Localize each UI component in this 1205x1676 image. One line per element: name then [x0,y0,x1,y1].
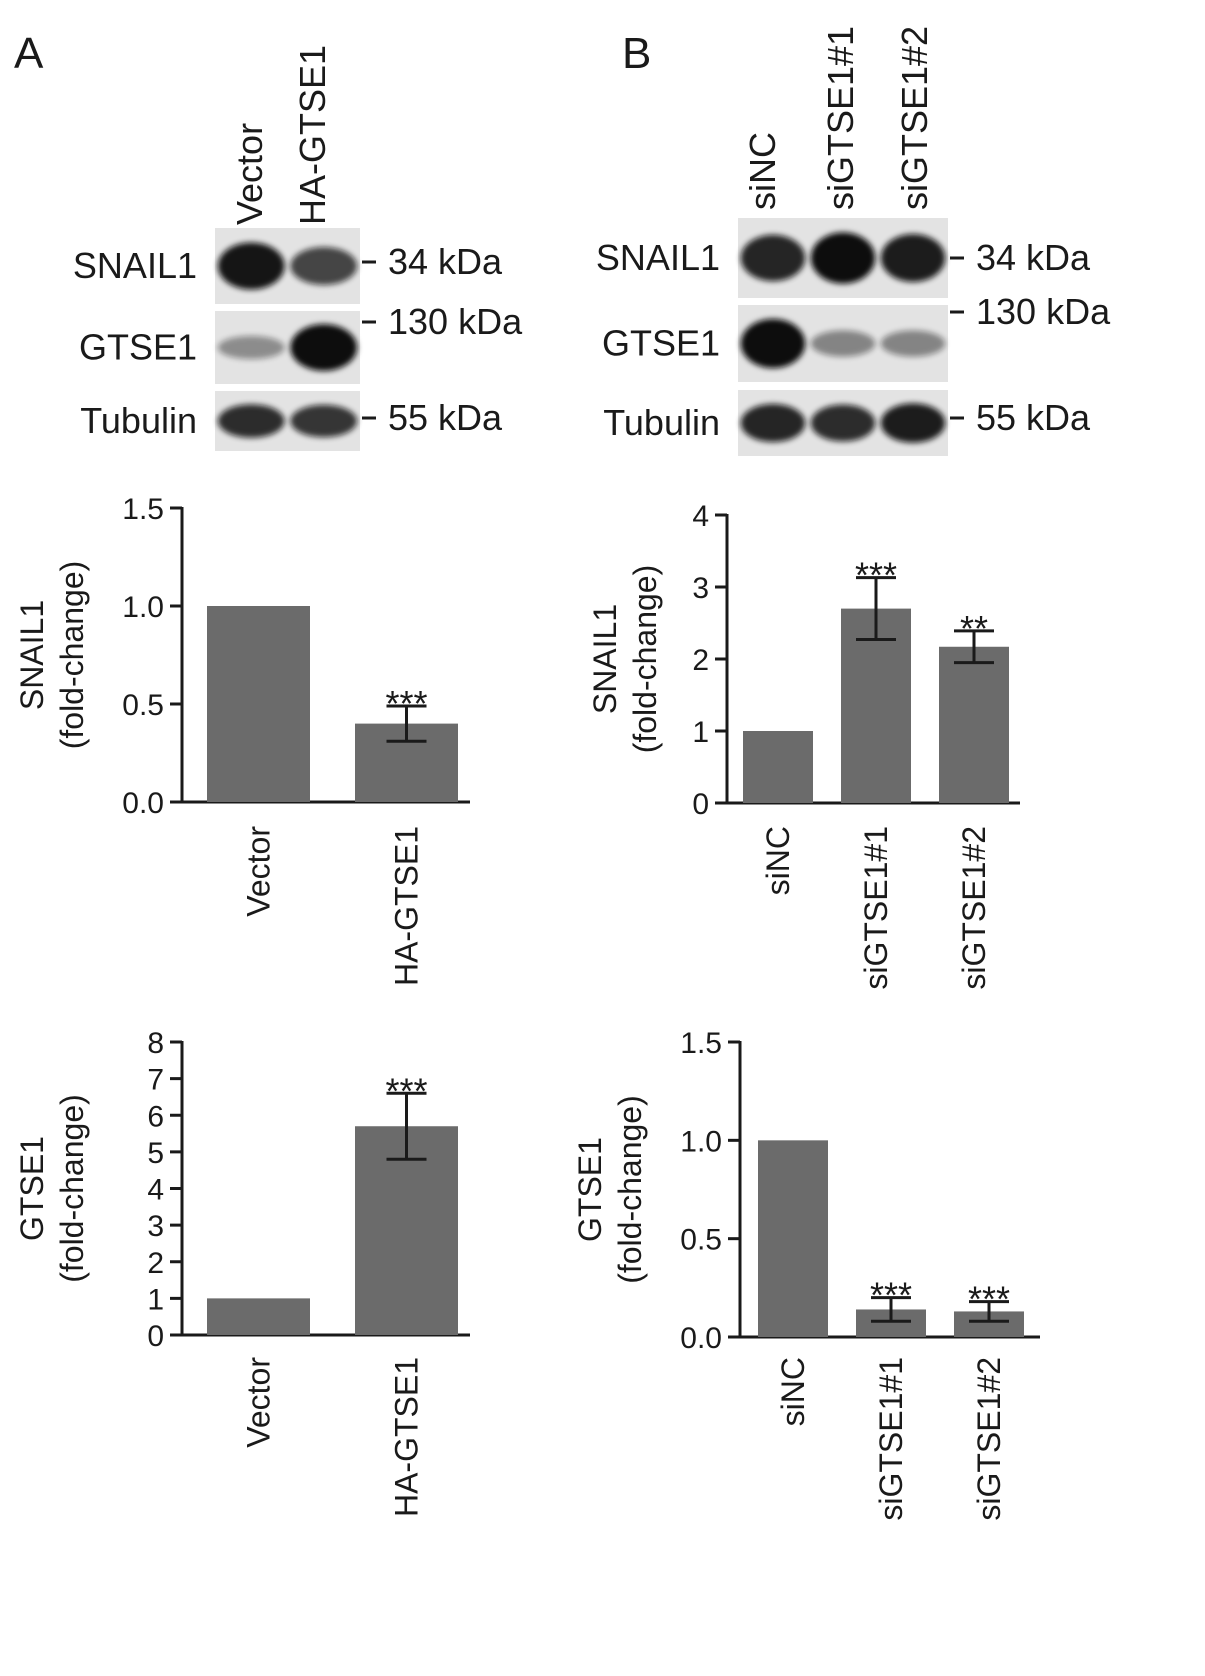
protein-band [217,242,285,290]
category-label: Vector [241,826,277,917]
y-tick-label: 4 [147,1174,164,1207]
lane-label: siGTSE1#1 [820,26,861,210]
chart-b-snail1: 0 1 2 3 4 SNAIL1 (fold-change) siNC *** siGTSE1#1… [587,500,1020,990]
protein-band [290,404,358,438]
bar [758,1140,828,1337]
significance-label: *** [385,683,427,724]
y-tick-label: 2 [692,644,709,677]
y-tick-label: 2 [147,1247,164,1280]
chart-b-gtse1: 0.0 0.5 1.0 1.5 GTSE1 (fold-change) siNC *** siG… [572,1027,1040,1521]
protein-band [740,403,806,443]
y-axis-label: GTSE1 [14,1136,50,1241]
protein-band [217,404,285,438]
bar [743,731,813,803]
y-tick-label: 8 [147,1027,164,1060]
panel-label-a: A [14,29,44,78]
y-tick-label: 0 [692,788,709,821]
protein-label: GTSE1 [79,327,197,368]
category-label: siGTSE1#1 [858,826,894,990]
bar [207,606,310,802]
protein-band [740,318,806,369]
category-label: siGTSE1#1 [873,1357,909,1521]
marker-label: 55 kDa [388,397,503,438]
marker-label: 34 kDa [976,237,1091,278]
y-axis-label: (fold-change) [612,1095,648,1284]
y-tick-label: 0 [147,1320,164,1353]
category-label: HA-GTSE1 [389,1357,425,1517]
protein-label: Tubulin [603,402,720,443]
significance-label: *** [385,1070,427,1111]
protein-band [740,234,806,282]
y-axis-label: GTSE1 [572,1137,608,1242]
y-tick-label: 6 [147,1100,164,1133]
y-tick-label: 1 [147,1283,164,1316]
protein-band [880,330,946,357]
y-tick-label: 1.0 [122,591,164,624]
western-blot-a: Vector HA-GTSE1 SNAIL1 34 kDa GTSE1 130 kDa Tu… [73,45,523,451]
y-tick-label: 0.0 [122,787,164,820]
marker-label: 55 kDa [976,397,1091,438]
category-label: siNC [760,826,796,895]
y-tick-label: 1.0 [680,1125,722,1158]
category-label: siGTSE1#2 [971,1357,1007,1521]
lane-label: Vector [229,123,270,225]
bar [207,1298,310,1335]
y-tick-label: 1.5 [122,493,164,526]
y-tick-label: 3 [147,1210,164,1243]
significance-label: *** [855,555,897,596]
protein-band [880,234,946,282]
protein-label: SNAIL1 [596,237,720,278]
category-label: siNC [775,1357,811,1426]
significance-label: *** [870,1275,912,1316]
y-tick-label: 0.0 [680,1322,722,1355]
protein-band [810,330,876,357]
lane-label: siNC [742,132,783,210]
y-tick-label: 4 [692,500,709,533]
y-tick-label: 3 [692,572,709,605]
protein-band [290,324,358,371]
category-label: Vector [241,1357,277,1448]
chart-a-snail1: 0.0 0.5 1.0 1.5 SNAIL1 (fold-change) Vector ***… [14,493,470,986]
y-tick-label: 0.5 [680,1224,722,1257]
significance-label: ** [960,608,988,649]
y-axis-label: SNAIL1 [587,604,623,714]
y-axis-label: (fold-change) [627,565,663,754]
lane-label: siGTSE1#2 [894,26,935,210]
protein-band [217,335,285,360]
protein-label: SNAIL1 [73,245,197,286]
marker-label: 130 kDa [976,291,1111,332]
y-tick-label: 1.5 [680,1027,722,1060]
panel-label-b: B [622,29,651,78]
bar [939,646,1009,803]
significance-label: *** [968,1279,1010,1320]
protein-label: GTSE1 [602,323,720,364]
y-tick-label: 0.5 [122,689,164,722]
marker-label: 34 kDa [388,241,503,282]
protein-band [880,403,946,443]
y-axis-label: (fold-change) [54,1094,90,1283]
protein-band [810,232,876,284]
y-tick-label: 7 [147,1064,164,1097]
bar [355,1126,458,1335]
y-axis-label: (fold-change) [54,561,90,750]
lane-label: HA-GTSE1 [292,45,333,225]
protein-band [290,247,358,285]
category-label: siGTSE1#2 [956,826,992,990]
protein-label: Tubulin [80,400,197,441]
y-axis-label: SNAIL1 [14,600,50,710]
western-blot-b: siNC siGTSE1#1 siGTSE1#2 SNAIL1 34 kDa GTSE1 1… [596,26,1111,456]
chart-a-gtse1: 0 12 34 5 67 8 GTSE1 (fold-change) Vector *** HA-G… [14,1027,470,1517]
marker-label: 130 kDa [388,301,523,342]
protein-band [810,404,876,442]
y-tick-label: 5 [147,1137,164,1170]
y-tick-label: 1 [692,716,709,749]
category-label: HA-GTSE1 [389,826,425,986]
